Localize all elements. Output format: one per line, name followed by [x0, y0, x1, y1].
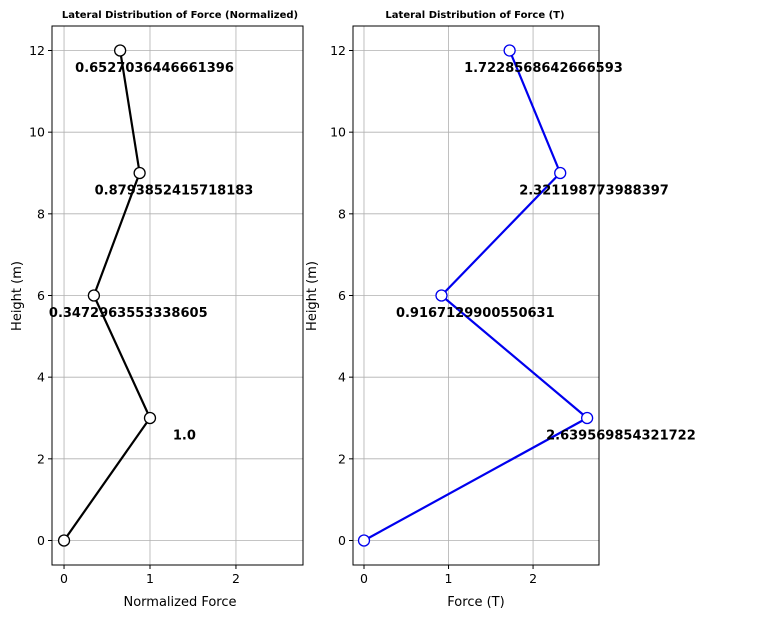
chart-title: Lateral Distribution of Force (T) — [385, 10, 564, 21]
data-point — [357, 534, 371, 547]
data-point — [435, 289, 448, 302]
data-label: 1.7228568642666593 — [464, 61, 623, 76]
x-tick-label: 1 — [146, 571, 154, 586]
x-tick-label: 0 — [360, 571, 368, 586]
chart-force-t: Lateral Distribution of Force (T) 0 1 2024… — [305, 10, 696, 610]
data-point — [554, 166, 567, 180]
data-point — [503, 44, 516, 57]
y-tick-label: 12 — [29, 43, 45, 58]
y-axis-label: Height (m) — [305, 261, 320, 331]
y-axis-label: Height (m) — [10, 261, 25, 331]
grid — [52, 26, 303, 565]
data-label: 0.8793852415718183 — [95, 183, 254, 198]
y-tick-label: 4 — [338, 370, 346, 385]
x-tick-label: 2 — [232, 571, 240, 586]
y-tick-label: 6 — [338, 288, 346, 303]
data-label: 1.0 — [173, 428, 196, 443]
chart-title: Lateral Distribution of Force (Normalize… — [62, 10, 298, 21]
y-tick-label: 10 — [29, 125, 45, 140]
data-point — [113, 44, 127, 57]
series-marks: 1.0 0.3472963553338605 0.8793852415718183 0… — [49, 44, 254, 547]
x-tick-label: 1 — [445, 571, 453, 586]
chart-normalized-force: Lateral Distribution of Force (Normalize… — [10, 10, 304, 610]
data-point — [57, 534, 71, 547]
y-tick-label: 2 — [37, 451, 45, 466]
data-label: 2.639569854321722 — [546, 428, 696, 443]
x-tick-label: 2 — [529, 571, 537, 586]
y-tick-label: 4 — [37, 370, 45, 385]
data-label: 2.321198773988397 — [519, 183, 669, 198]
series-marks: 2.639569854321722 0.9167129900550631 2.321… — [357, 44, 696, 547]
y-tick-label: 8 — [37, 206, 45, 221]
data-point — [133, 166, 146, 180]
data-point — [87, 289, 101, 302]
data-label: 0.9167129900550631 — [396, 306, 555, 321]
x-axis-label: Force (T) — [447, 595, 504, 610]
y-tick-label: 6 — [37, 288, 45, 303]
data-point — [580, 411, 594, 425]
y-tick-label: 8 — [338, 206, 346, 221]
data-label: 0.6527036446661396 — [75, 61, 234, 76]
y-tick-label: 0 — [338, 533, 346, 548]
x-tick-label: 0 — [60, 571, 68, 586]
y-tick-label: 12 — [330, 43, 346, 58]
data-point — [143, 411, 157, 425]
x-axis-label: Normalized Force — [123, 595, 236, 610]
data-label: 0.3472963553338605 — [49, 306, 208, 321]
y-tick-label: 2 — [338, 451, 346, 466]
y-tick-label: 10 — [330, 125, 346, 140]
grid — [353, 26, 599, 565]
y-tick-label: 0 — [37, 533, 45, 548]
